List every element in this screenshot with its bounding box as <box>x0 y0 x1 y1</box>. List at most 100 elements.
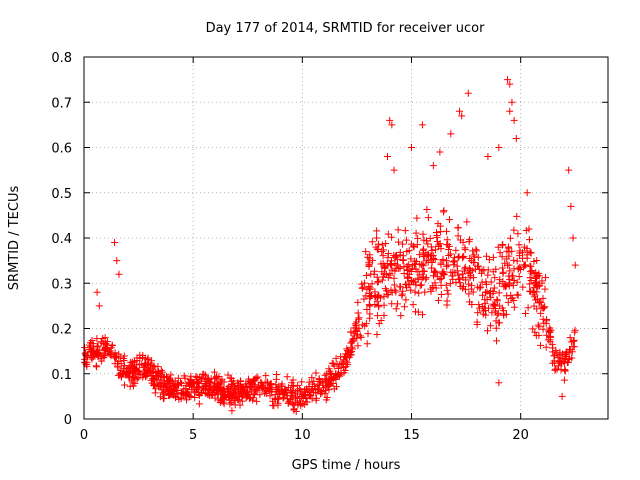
data-point <box>374 277 382 285</box>
data-point <box>156 393 164 401</box>
data-point <box>252 374 260 382</box>
y-tick-label: 0.4 <box>51 232 72 247</box>
data-point <box>198 389 206 397</box>
y-tick-label: 0.2 <box>51 323 72 338</box>
data-point <box>90 351 98 359</box>
data-point <box>298 378 306 386</box>
data-point <box>297 402 305 410</box>
data-point <box>399 256 407 264</box>
data-point <box>565 166 573 174</box>
data-point <box>469 288 477 296</box>
data-point <box>414 276 422 284</box>
data-point <box>460 267 468 275</box>
data-point <box>359 283 367 291</box>
data-point <box>523 189 531 197</box>
data-point <box>226 374 234 382</box>
data-point <box>561 367 569 375</box>
data-point <box>366 314 374 322</box>
data-point <box>244 388 252 396</box>
data-point <box>283 373 291 381</box>
data-point <box>183 396 191 404</box>
data-point <box>267 380 275 388</box>
data-point <box>437 245 445 253</box>
data-point <box>167 391 175 399</box>
data-point <box>492 324 500 332</box>
data-point <box>506 234 514 242</box>
data-point <box>93 363 101 371</box>
data-point <box>445 242 453 250</box>
data-point <box>197 376 205 384</box>
data-point <box>379 246 387 254</box>
data-point <box>289 388 297 396</box>
data-point <box>543 331 551 339</box>
data-point <box>354 298 362 306</box>
data-point <box>354 342 362 350</box>
data-point <box>474 283 482 291</box>
data-point <box>301 391 309 399</box>
data-point <box>498 241 506 249</box>
data-point <box>568 354 576 362</box>
data-point <box>383 291 391 299</box>
data-point <box>390 274 398 282</box>
data-point <box>339 364 347 372</box>
data-point <box>484 271 492 279</box>
data-point <box>400 269 408 277</box>
data-point <box>93 288 101 296</box>
data-point <box>341 353 349 361</box>
data-point <box>505 279 513 287</box>
data-point <box>121 381 129 389</box>
data-point <box>202 371 210 379</box>
data-point <box>195 400 203 408</box>
data-point <box>318 389 326 397</box>
data-point <box>134 374 142 382</box>
data-point <box>192 372 200 380</box>
data-point <box>513 291 521 299</box>
data-point <box>466 236 474 244</box>
data-point <box>134 367 142 375</box>
data-point <box>424 240 432 248</box>
data-point <box>319 379 327 387</box>
data-point <box>496 279 504 287</box>
data-point <box>312 396 320 404</box>
data-point <box>369 256 377 264</box>
data-point <box>472 245 480 253</box>
data-point <box>384 290 392 298</box>
data-point <box>182 385 190 393</box>
data-point <box>454 224 462 232</box>
data-point <box>403 274 411 282</box>
data-point <box>396 251 404 259</box>
x-tick-label: 10 <box>294 428 311 443</box>
data-point <box>114 371 122 379</box>
x-tick-label: 15 <box>403 428 420 443</box>
data-point <box>570 336 578 344</box>
data-point <box>409 301 417 309</box>
data-point <box>110 353 118 361</box>
data-point <box>499 269 507 277</box>
data-point <box>357 333 365 341</box>
data-point <box>162 372 170 380</box>
data-point <box>443 286 451 294</box>
data-point <box>557 366 565 374</box>
data-points <box>81 76 579 415</box>
data-point <box>407 286 415 294</box>
data-point <box>515 252 523 260</box>
data-point <box>350 334 358 342</box>
data-point <box>398 290 406 298</box>
data-point <box>205 378 213 386</box>
data-point <box>434 296 442 304</box>
data-point <box>378 268 386 276</box>
data-point <box>537 341 545 349</box>
data-point <box>120 361 128 369</box>
data-point <box>158 377 166 385</box>
data-point <box>541 303 549 311</box>
data-point <box>436 148 444 156</box>
data-point <box>101 346 109 354</box>
data-point <box>527 249 535 257</box>
data-point <box>117 366 125 374</box>
data-point <box>303 398 311 406</box>
data-point <box>248 380 256 388</box>
data-point <box>135 368 143 376</box>
data-point <box>545 327 553 335</box>
data-point <box>489 300 497 308</box>
data-point <box>157 366 165 374</box>
